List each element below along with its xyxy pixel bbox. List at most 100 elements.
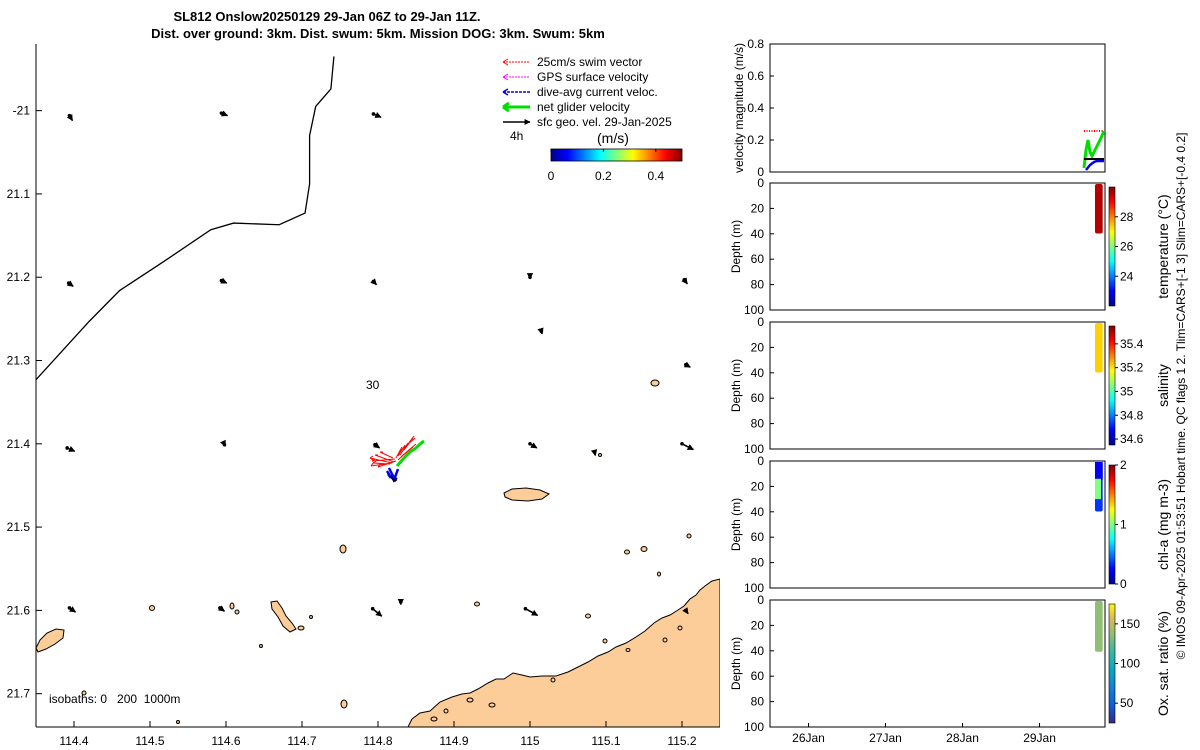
sfc-vector-origin bbox=[66, 281, 71, 285]
credit-text: © IMOS 09-Apr-2025 01:53:51 Hobart time.… bbox=[1174, 133, 1188, 660]
colorbar-tick-label: 34.6 bbox=[1120, 432, 1144, 446]
map-ytick-label: 21.7 bbox=[7, 687, 31, 701]
panel-ytick-label: 20 bbox=[751, 201, 765, 215]
panel-axes bbox=[769, 460, 1106, 589]
panel-data-block bbox=[1094, 601, 1103, 652]
swim-vectors bbox=[369, 435, 417, 468]
colorbar-tick-label: 28 bbox=[1120, 210, 1134, 224]
map-ytick-label: 21.1 bbox=[7, 187, 31, 201]
contour-label: 30 bbox=[366, 378, 380, 392]
map-panel: 114.4 114.5 114.6 114.7 114.8 114.9 115 115.1 11… bbox=[7, 44, 720, 748]
panel-ytick-label: 0 bbox=[757, 315, 764, 329]
panel-ytick-label: 40 bbox=[751, 505, 765, 519]
map-colorbar-tick-label: 0 bbox=[548, 169, 555, 183]
map-content bbox=[36, 56, 720, 727]
map-xtick-label: 114.4 bbox=[59, 734, 88, 748]
colorbar-tick-label: 0 bbox=[1120, 577, 1127, 591]
velocity-axes bbox=[769, 43, 1106, 173]
velocity-ytick-label: 0.2 bbox=[747, 133, 764, 147]
sfc-vector-origin bbox=[399, 600, 403, 604]
map-xtick-label: 114.9 bbox=[439, 734, 468, 748]
legend-scale: 4h bbox=[510, 129, 523, 143]
right-panels: 0 0.2 0.4 0.6 0.8 velocity magnitude (m/s) 0… bbox=[729, 37, 1171, 745]
title-line2: Dist. over ground: 3km. Dist. swum: 5km.… bbox=[151, 26, 605, 41]
legend-dive: dive-avg current veloc. bbox=[537, 85, 658, 99]
colorbar-tick-label: 24 bbox=[1120, 269, 1134, 283]
velocity-ytick-label: 0.6 bbox=[747, 69, 764, 83]
colorbar-tick-label: 100 bbox=[1120, 657, 1140, 671]
sfc-vector-origin bbox=[682, 277, 687, 282]
panel-ytick-label: 60 bbox=[751, 252, 765, 266]
map-ytick-label: 21.5 bbox=[7, 520, 31, 534]
panel-ytick-label: 0 bbox=[757, 176, 764, 190]
colorbar-tick-label: 1 bbox=[1120, 518, 1127, 532]
island-large bbox=[503, 487, 551, 502]
panel-ylabel: Depth (m) bbox=[729, 220, 743, 273]
panel-xtick-label: 28Jan bbox=[946, 731, 979, 745]
map-yticks: -21 21.1 21.2 21.3 21.4 21.5 21.6 21.7 bbox=[7, 104, 42, 701]
legend-gps: GPS surface velocity bbox=[537, 70, 648, 84]
sfc-vector-origin bbox=[373, 442, 377, 447]
colorbar-tick-label: 34.8 bbox=[1120, 408, 1144, 422]
panel-colorbar bbox=[1108, 325, 1116, 446]
panel-salinity: 0 20 40 60 80 100 Depth (m) 34.6 34.8 35 35.2 35.4 s… bbox=[729, 315, 1171, 456]
velocity-series bbox=[1082, 130, 1106, 171]
sfc-vector-origin bbox=[523, 606, 528, 611]
panel-data-edge bbox=[1094, 478, 1101, 500]
panel-colorbar bbox=[1108, 186, 1116, 307]
isobath-label: isobaths: 0 200 1000m bbox=[49, 692, 180, 706]
map-colorbar-tick-label: 0.4 bbox=[647, 169, 664, 183]
velocity-ylabel: velocity magnitude (m/s) bbox=[732, 43, 746, 173]
sfc-vector bbox=[681, 443, 694, 451]
sfc-vector-origin bbox=[592, 450, 597, 454]
legend-swim: 25cm/s swim vector bbox=[537, 55, 642, 69]
sfc-vector-origin bbox=[528, 442, 532, 446]
velocity-panel: 0 0.2 0.4 0.6 0.8 velocity magnitude (m/s) bbox=[732, 37, 1106, 179]
glider-track bbox=[369, 435, 425, 483]
map-legend: 25cm/s swim vector GPS surface velocity … bbox=[502, 55, 672, 143]
panel-ytick-label: 0 bbox=[757, 593, 764, 607]
sfc-vector-origin bbox=[684, 362, 688, 367]
panel-ytick-label: 60 bbox=[751, 391, 765, 405]
panel-ylabel: Depth (m) bbox=[729, 637, 743, 690]
panel-data-block bbox=[1094, 184, 1103, 234]
land-mainland bbox=[407, 578, 720, 727]
map-colorbar: (m/s) 0 0.2 0.4 bbox=[548, 130, 683, 183]
sfc-vector bbox=[372, 608, 383, 617]
panel-ytick-label: 40 bbox=[751, 227, 765, 241]
panel-axes bbox=[769, 182, 1106, 311]
sfc-vector-origin bbox=[528, 275, 532, 280]
sfc-vector-origin bbox=[684, 608, 688, 613]
map-ytick-label: 21.3 bbox=[7, 354, 31, 368]
net-velocity bbox=[395, 439, 425, 467]
colorbar-tick-label: 26 bbox=[1120, 240, 1134, 254]
panel-xtick-label: 29Jan bbox=[1023, 731, 1056, 745]
velocity-yticks: 0 0.2 0.4 0.6 0.8 bbox=[747, 37, 774, 179]
map-colorbar-tick-label: 0.2 bbox=[595, 169, 612, 183]
panel-temperature: 0 20 40 60 80 100 Depth (m) 24 26 28 temperature (… bbox=[729, 176, 1171, 317]
map-ytick-label: 21.2 bbox=[7, 270, 31, 284]
panel-ytick-label: 60 bbox=[751, 530, 765, 544]
panel-ytick-label: 80 bbox=[751, 556, 765, 570]
colorbar-tick-label: 150 bbox=[1120, 617, 1140, 631]
panel-ytick-label: 20 bbox=[751, 618, 765, 632]
panel-ytick-label: 100 bbox=[744, 720, 764, 734]
sfc-vector-origin bbox=[371, 112, 376, 116]
panel-ylabel: Depth (m) bbox=[729, 359, 743, 412]
colorbar-tick-label: 2 bbox=[1120, 458, 1127, 472]
panel-ytick-label: 100 bbox=[744, 581, 764, 595]
island-west bbox=[36, 628, 65, 653]
dive-current-dark bbox=[390, 475, 398, 483]
panel-ylabel: Depth (m) bbox=[729, 498, 743, 551]
panel-xtick-label: 27Jan bbox=[869, 731, 902, 745]
colorbar-label: temperature (°C) bbox=[1155, 194, 1171, 298]
sfc-vector-origin bbox=[680, 442, 684, 446]
colorbar-tick-label: 35.2 bbox=[1120, 361, 1144, 375]
panel-ytick-label: 100 bbox=[744, 442, 764, 456]
panel-ytick-label: 20 bbox=[751, 479, 765, 493]
map-ytick-label: 21.6 bbox=[7, 603, 31, 617]
dive-current bbox=[385, 467, 400, 482]
sfc-vector-origin bbox=[222, 442, 227, 447]
panel-ytick-label: 80 bbox=[751, 278, 765, 292]
